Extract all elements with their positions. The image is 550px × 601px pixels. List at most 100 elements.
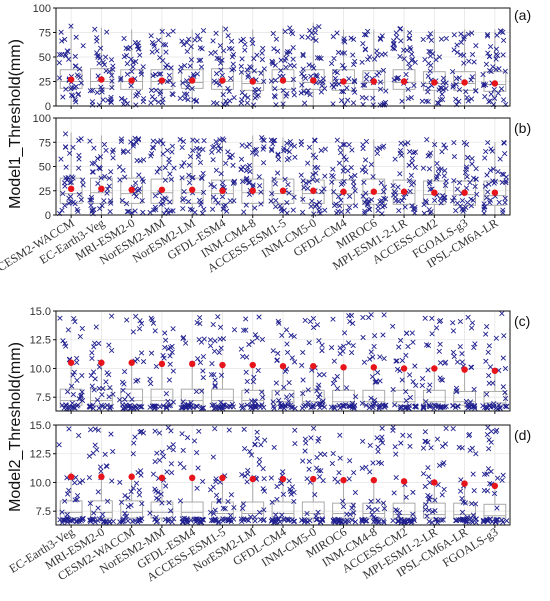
data-point [259, 50, 265, 56]
data-point [245, 517, 252, 524]
data-point [287, 49, 293, 55]
data-point [132, 434, 138, 440]
data-point [344, 85, 350, 91]
data-point [380, 500, 387, 506]
data-point [99, 89, 105, 95]
data-point [469, 161, 475, 167]
data-point [360, 334, 366, 341]
data-point [180, 80, 186, 86]
data-point [217, 60, 224, 66]
data-point [209, 206, 216, 212]
data-point [481, 471, 488, 477]
data-point [287, 25, 293, 31]
data-point [156, 430, 163, 436]
data-point [252, 441, 258, 447]
data-point [168, 65, 174, 71]
data-point [196, 315, 203, 321]
data-point [88, 197, 95, 203]
data-point [450, 82, 457, 88]
data-point [322, 451, 328, 458]
data-point [316, 337, 322, 344]
mean-point [310, 187, 317, 194]
data-point [230, 61, 236, 67]
data-point [213, 167, 220, 173]
data-point [163, 49, 169, 55]
data-point [316, 23, 322, 30]
data-point [425, 439, 431, 445]
data-point [502, 403, 508, 409]
data-point [185, 198, 192, 205]
data-point [268, 475, 274, 481]
data-point [57, 517, 63, 523]
data-point [425, 367, 431, 373]
data-point [153, 519, 159, 525]
data-point [338, 181, 345, 188]
data-point [375, 444, 381, 450]
data-point [471, 344, 477, 351]
data-point [400, 432, 406, 438]
data-point [347, 318, 353, 325]
data-point [132, 208, 138, 214]
box [422, 180, 446, 205]
data-point [101, 198, 107, 204]
data-point [181, 62, 188, 69]
data-point [377, 79, 384, 85]
data-point [250, 379, 256, 385]
data-point [399, 98, 405, 104]
data-point [345, 340, 352, 346]
data-point [438, 36, 445, 42]
data-point [185, 403, 192, 409]
data-point [158, 491, 164, 497]
data-point [101, 141, 108, 148]
data-point [59, 509, 65, 515]
data-point [207, 337, 214, 343]
data-point [484, 172, 490, 178]
panel-c: 7.510.012.515.0 [30, 306, 511, 414]
data-point [391, 188, 397, 195]
data-point [154, 48, 160, 54]
data-point [104, 498, 111, 504]
data-point [227, 513, 234, 519]
data-point [148, 100, 154, 106]
data-point [426, 388, 432, 394]
data-point [94, 89, 100, 96]
mean-point [67, 185, 75, 193]
data-point [95, 180, 101, 187]
data-point [211, 78, 217, 84]
data-point [225, 518, 231, 524]
data-point [70, 199, 76, 205]
data-point [392, 156, 398, 162]
data-point [211, 372, 217, 378]
data-point [239, 505, 246, 511]
data-point [438, 517, 445, 523]
data-point [247, 64, 253, 70]
mean-point [158, 474, 166, 482]
data-point [500, 355, 506, 361]
data-point [261, 78, 267, 85]
data-point [94, 397, 101, 403]
data-point [126, 208, 132, 215]
data-point [331, 404, 337, 410]
data-point [170, 91, 176, 98]
data-point [339, 88, 345, 95]
data-point [157, 404, 163, 410]
data-point [333, 201, 339, 207]
data-point [130, 64, 136, 70]
data-point [110, 448, 116, 455]
data-point [425, 85, 431, 91]
data-point [231, 505, 237, 511]
data-point [166, 445, 172, 451]
box [392, 502, 416, 519]
data-point [459, 509, 466, 515]
data-point [68, 179, 75, 185]
data-point [407, 443, 413, 449]
data-point [106, 519, 112, 525]
data-point [469, 51, 476, 58]
data-point [149, 317, 155, 323]
data-point [426, 497, 432, 503]
data-point [276, 397, 282, 404]
data-point [374, 48, 380, 54]
mean-point [340, 188, 347, 195]
data-point [362, 46, 368, 52]
data-point [242, 92, 248, 99]
